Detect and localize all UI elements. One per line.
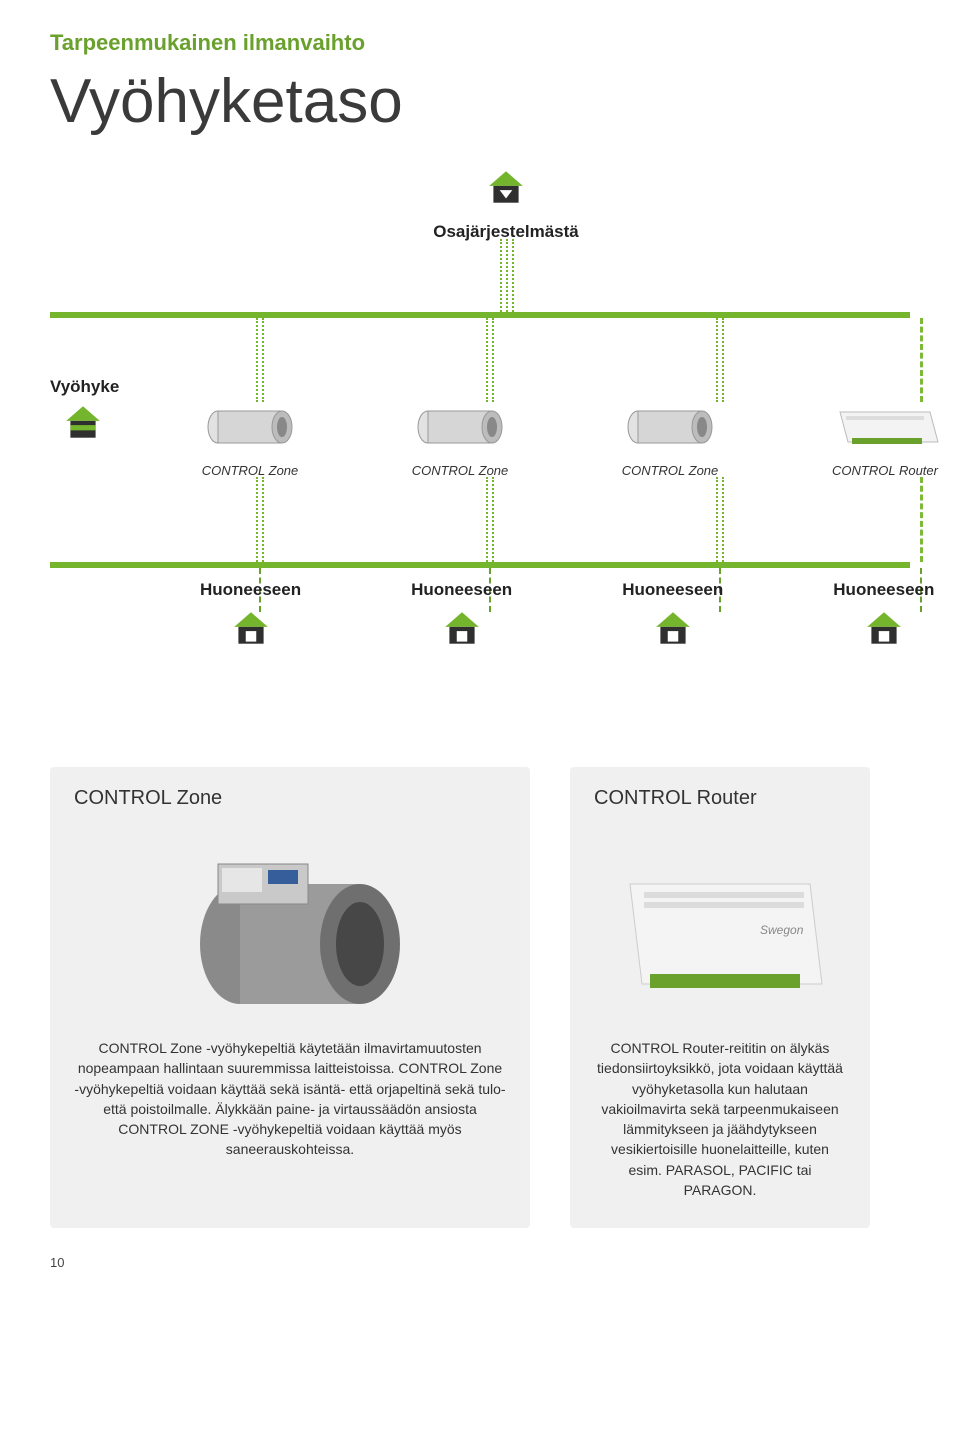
house-green-icon [441, 608, 483, 650]
room-label: Huoneeseen [622, 580, 723, 600]
device-damper: CONTROL Zone [410, 402, 510, 478]
house-green-icon [230, 608, 272, 650]
svg-text:Swegon: Swegon [760, 923, 804, 937]
house-green-icon [863, 608, 905, 650]
device-router: CONTROL Router [830, 402, 940, 478]
product-card-router: CONTROL Router Swegon CONTROL Router-rei… [570, 767, 870, 1228]
connector-line-dashed [920, 318, 923, 402]
device-caption: CONTROL Zone [620, 463, 720, 478]
device-damper: CONTROL Zone [620, 402, 720, 478]
connector-line [512, 239, 514, 312]
connector-line-dashed [920, 477, 923, 562]
device-damper: CONTROL Zone [200, 402, 300, 478]
device-caption: CONTROL Zone [200, 463, 300, 478]
diagram-bar-top [50, 312, 910, 318]
connector-line [722, 477, 724, 562]
connector-line [486, 318, 488, 402]
connector-line [506, 239, 508, 312]
product-title: CONTROL Zone [74, 787, 506, 810]
connector-line [492, 318, 494, 402]
device-caption: CONTROL Router [830, 463, 940, 478]
connector-line [716, 318, 718, 402]
product-card-zone: CONTROL Zone CONTROL Zone -vyöhykepeltiä… [50, 767, 530, 1228]
system-diagram: Osajärjestelmästä Vyöhyke [50, 167, 910, 707]
connector-line [256, 318, 258, 402]
house-up-icon [485, 167, 527, 209]
device-caption: CONTROL Zone [410, 463, 510, 478]
zone-house-icon [62, 402, 104, 449]
connector-line [256, 477, 258, 562]
product-section: CONTROL Zone CONTROL Zone -vyöhykepeltiä… [50, 747, 910, 1268]
connector-line [486, 477, 488, 562]
product-text: CONTROL Router-reititin on älykäs tiedon… [594, 1038, 846, 1200]
page-header: Tarpeenmukainen ilmanvaihto [50, 30, 910, 56]
connector-line [716, 477, 718, 562]
top-node: Osajärjestelmästä [406, 167, 606, 242]
connector-line [492, 477, 494, 562]
room-cell: Huoneeseen [200, 580, 301, 655]
product-title: CONTROL Router [594, 787, 846, 810]
connector-line [262, 477, 264, 562]
connector-line [262, 318, 264, 402]
damper-icon [410, 402, 510, 452]
damper-icon [200, 402, 300, 452]
room-cell: Huoneeseen [411, 580, 512, 655]
product-text: CONTROL Zone -vyöhykepeltiä käytetään il… [74, 1038, 506, 1160]
page-title: Vyöhyketaso [50, 66, 910, 137]
zone-heading: Vyöhyke [50, 377, 119, 397]
house-green-icon [652, 608, 694, 650]
room-label: Huoneeseen [833, 580, 934, 600]
device-row: CONTROL Zone CONTROL Zone CONTRO [200, 402, 910, 478]
room-label: Huoneeseen [411, 580, 512, 600]
connector-line [500, 239, 502, 312]
room-label: Huoneeseen [200, 580, 301, 600]
router-illustration: Swegon [594, 824, 846, 1024]
router-icon [830, 402, 940, 452]
zone-damper-illustration [74, 824, 506, 1024]
damper-icon [620, 402, 720, 452]
page-number: 10 [50, 1255, 64, 1270]
room-cell: Huoneeseen [833, 580, 934, 655]
room-cell: Huoneeseen [622, 580, 723, 655]
room-row: Huoneeseen Huoneeseen Huoneeseen Huonees… [200, 580, 910, 655]
connector-line [722, 318, 724, 402]
diagram-bar-bottom [50, 562, 910, 568]
